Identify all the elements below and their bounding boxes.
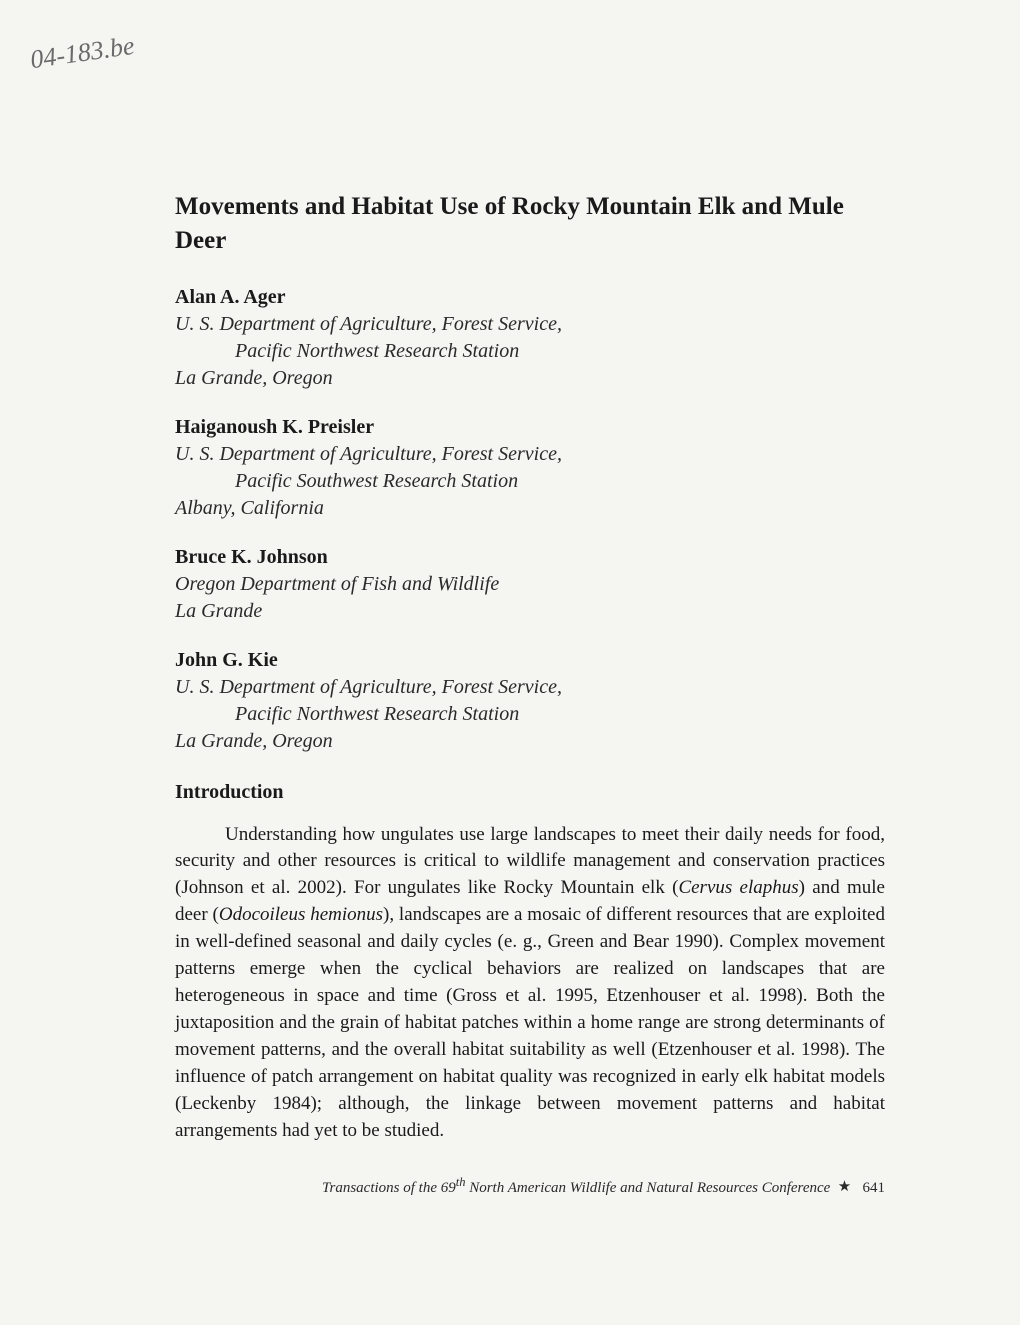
author-location: Albany, California <box>175 495 885 522</box>
author-block-3: Bruce K. Johnson Oregon Department of Fi… <box>175 546 885 625</box>
author-location: La Grande, Oregon <box>175 365 885 392</box>
paper-title: Movements and Habitat Use of Rocky Mount… <box>175 190 885 258</box>
author-name: John G. Kie <box>175 649 885 672</box>
author-block-1: Alan A. Ager U. S. Department of Agricul… <box>175 286 885 392</box>
author-block-2: Haiganoush K. Preisler U. S. Department … <box>175 416 885 522</box>
footer-superscript: th <box>456 1175 466 1189</box>
page-footer: Transactions of the 69th North American … <box>175 1175 885 1197</box>
footer-journal-prefix: Transactions of the 69 <box>322 1180 456 1196</box>
author-affiliation-line1: Oregon Department of Fish and Wildlife <box>175 571 885 598</box>
page-number: 641 <box>863 1180 886 1196</box>
author-affiliation-line2: Pacific Northwest Research Station <box>175 701 885 728</box>
species-name-italic: Cervus elaphus <box>678 877 798 898</box>
page-content: Movements and Habitat Use of Rocky Mount… <box>0 0 1020 1257</box>
author-location: La Grande, Oregon <box>175 728 885 755</box>
author-affiliation-line2: Pacific Southwest Research Station <box>175 468 885 495</box>
author-block-4: John G. Kie U. S. Department of Agricult… <box>175 649 885 755</box>
body-text-part: ), landscapes are a mosaic of different … <box>175 904 885 1141</box>
author-affiliation-line2: Pacific Northwest Research Station <box>175 338 885 365</box>
species-name-italic: Odocoileus hemionus <box>219 904 383 925</box>
body-paragraph: Understanding how ungulates use large la… <box>175 822 885 1146</box>
author-affiliation-line1: U. S. Department of Agriculture, Forest … <box>175 674 885 701</box>
author-location: La Grande <box>175 598 885 625</box>
author-name: Haiganoush K. Preisler <box>175 416 885 439</box>
author-name: Alan A. Ager <box>175 286 885 309</box>
author-affiliation-line1: U. S. Department of Agriculture, Forest … <box>175 441 885 468</box>
footer-journal-suffix: North American Wildlife and Natural Reso… <box>465 1180 830 1196</box>
author-affiliation-line1: U. S. Department of Agriculture, Forest … <box>175 311 885 338</box>
star-icon: ★ <box>838 1179 851 1195</box>
author-name: Bruce K. Johnson <box>175 546 885 569</box>
section-heading-introduction: Introduction <box>175 781 885 804</box>
